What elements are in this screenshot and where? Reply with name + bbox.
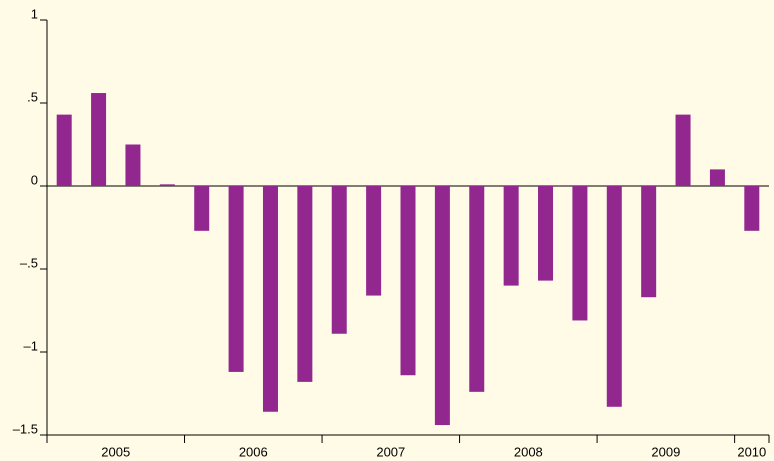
y-tick-label: 0 <box>31 172 38 187</box>
x-group-label: 2007 <box>376 444 405 459</box>
bar <box>159 184 175 186</box>
bar <box>331 186 347 334</box>
bar <box>709 169 725 186</box>
x-group-label: 2008 <box>514 444 543 459</box>
bar <box>125 144 141 186</box>
bar <box>503 186 519 286</box>
bar <box>400 186 416 376</box>
x-group-label: 2006 <box>239 444 268 459</box>
bar <box>91 93 107 186</box>
bar <box>641 186 657 298</box>
x-group-label: 2009 <box>651 444 680 459</box>
bar <box>744 186 760 231</box>
bar <box>538 186 554 281</box>
y-tick-label: 1 <box>31 6 38 21</box>
bar <box>56 114 72 186</box>
bar <box>434 186 450 426</box>
y-tick-label: .5 <box>27 89 38 104</box>
bar <box>675 114 691 186</box>
bar <box>606 186 622 407</box>
y-tick-label: –1 <box>24 338 38 353</box>
bar <box>366 186 382 296</box>
bar <box>572 186 588 321</box>
y-tick-label: –1.5 <box>13 421 38 436</box>
bar <box>194 186 210 231</box>
bar <box>262 186 278 412</box>
bar <box>469 186 485 392</box>
y-tick-label: –.5 <box>20 255 38 270</box>
bar <box>228 186 244 372</box>
x-group-label: 2005 <box>101 444 130 459</box>
x-group-label: 2010 <box>737 444 766 459</box>
bar <box>297 186 313 382</box>
